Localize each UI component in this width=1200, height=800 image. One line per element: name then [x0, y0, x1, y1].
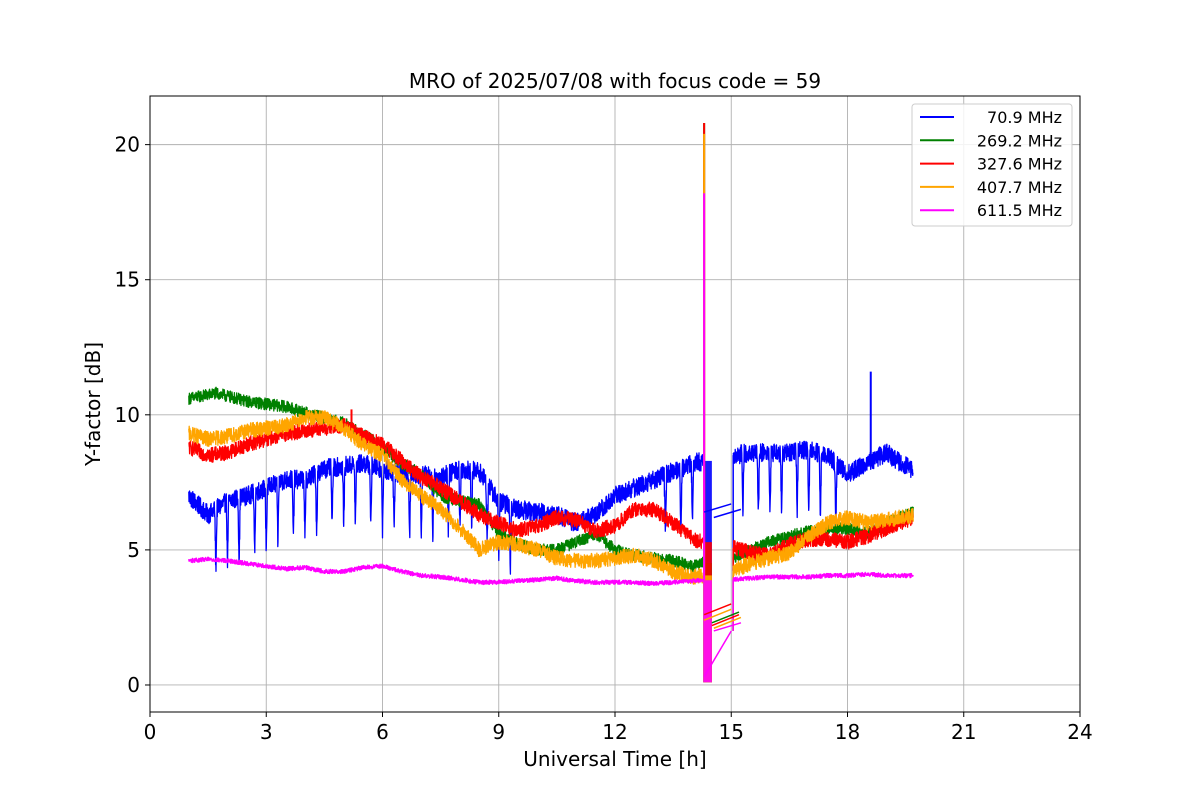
- series-line: [188, 556, 914, 587]
- gap-segment: [711, 611, 740, 624]
- gap-segment: [703, 630, 732, 678]
- gap-segment: [713, 622, 742, 632]
- gap-segment: [711, 614, 740, 627]
- x-tick-label: 6: [376, 720, 389, 744]
- series-line: [188, 409, 914, 585]
- x-tick-label: 3: [260, 720, 273, 744]
- x-tick-label: 21: [951, 720, 976, 744]
- x-axis-label: Universal Time [h]: [523, 747, 706, 771]
- series-4: [188, 193, 914, 683]
- legend-label: 611.5 MHz: [977, 201, 1062, 220]
- y-tick-label: 0: [127, 673, 140, 697]
- x-tick-label: 9: [492, 720, 505, 744]
- gap-segment: [713, 616, 742, 629]
- x-tick-label: 15: [719, 720, 744, 744]
- legend-label: 70.9 MHz: [987, 108, 1062, 127]
- x-tick-label: 18: [835, 720, 860, 744]
- y-tick-label: 10: [115, 403, 140, 427]
- x-tick-label: 24: [1067, 720, 1092, 744]
- legend-box: [911, 103, 1073, 227]
- chart-title: MRO of 2025/07/08 with focus code = 59: [409, 69, 821, 93]
- x-tick-label: 12: [602, 720, 627, 744]
- legend-label: 407.7 MHz: [977, 178, 1062, 197]
- y-tick-label: 20: [115, 133, 140, 157]
- gap-segment: [713, 508, 742, 519]
- series-gap-drop: [703, 580, 712, 683]
- gap-segment: [703, 608, 732, 621]
- gap-segment: [703, 503, 732, 513]
- x-tick-label: 0: [144, 720, 157, 744]
- axis-ticks: 0 3 6 9 12 15 18 21 24 0 5 10 15 20: [115, 133, 1093, 744]
- y-axis-label: Y-factor [dB]: [81, 342, 105, 467]
- legend-label: 269.2 MHz: [977, 131, 1062, 150]
- legend-label: 327.6 MHz: [977, 155, 1062, 174]
- gap-segment: [703, 603, 732, 616]
- y-tick-label: 15: [115, 268, 140, 292]
- plot-area: [188, 123, 914, 683]
- series-line: [188, 440, 914, 575]
- legend: 70.9 MHz 269.2 MHz 327.6 MHz 407.7 MHz 611.5…: [911, 103, 1073, 227]
- y-tick-label: 5: [127, 538, 140, 562]
